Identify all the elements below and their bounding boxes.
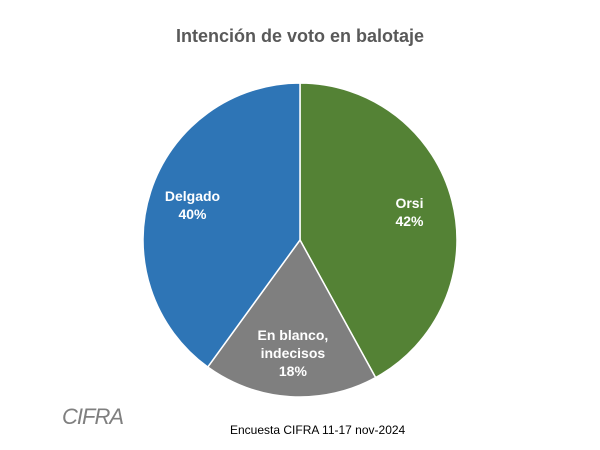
category-label: En blanco, indecisos bbox=[257, 326, 329, 361]
slice-label: Orsi 42% bbox=[354, 194, 464, 230]
category-label: Orsi bbox=[395, 194, 424, 211]
pie-slice bbox=[299, 82, 458, 379]
logo: CIFRA bbox=[62, 404, 124, 429]
value-label: 40% bbox=[178, 206, 207, 223]
value-label: 18% bbox=[278, 362, 307, 379]
pie-slice bbox=[206, 238, 377, 398]
source-note: Encuesta CIFRA 11-17 nov-2024 bbox=[230, 423, 406, 437]
slice-label: Delgado 40% bbox=[137, 187, 247, 223]
chart-title: Intención de voto en balotaje bbox=[175, 26, 425, 46]
slice-label: En blanco, indecisos 18% bbox=[238, 326, 348, 380]
value-label: 42% bbox=[395, 212, 424, 229]
pie-slice bbox=[142, 82, 301, 369]
category-label: Delgado bbox=[164, 188, 221, 205]
